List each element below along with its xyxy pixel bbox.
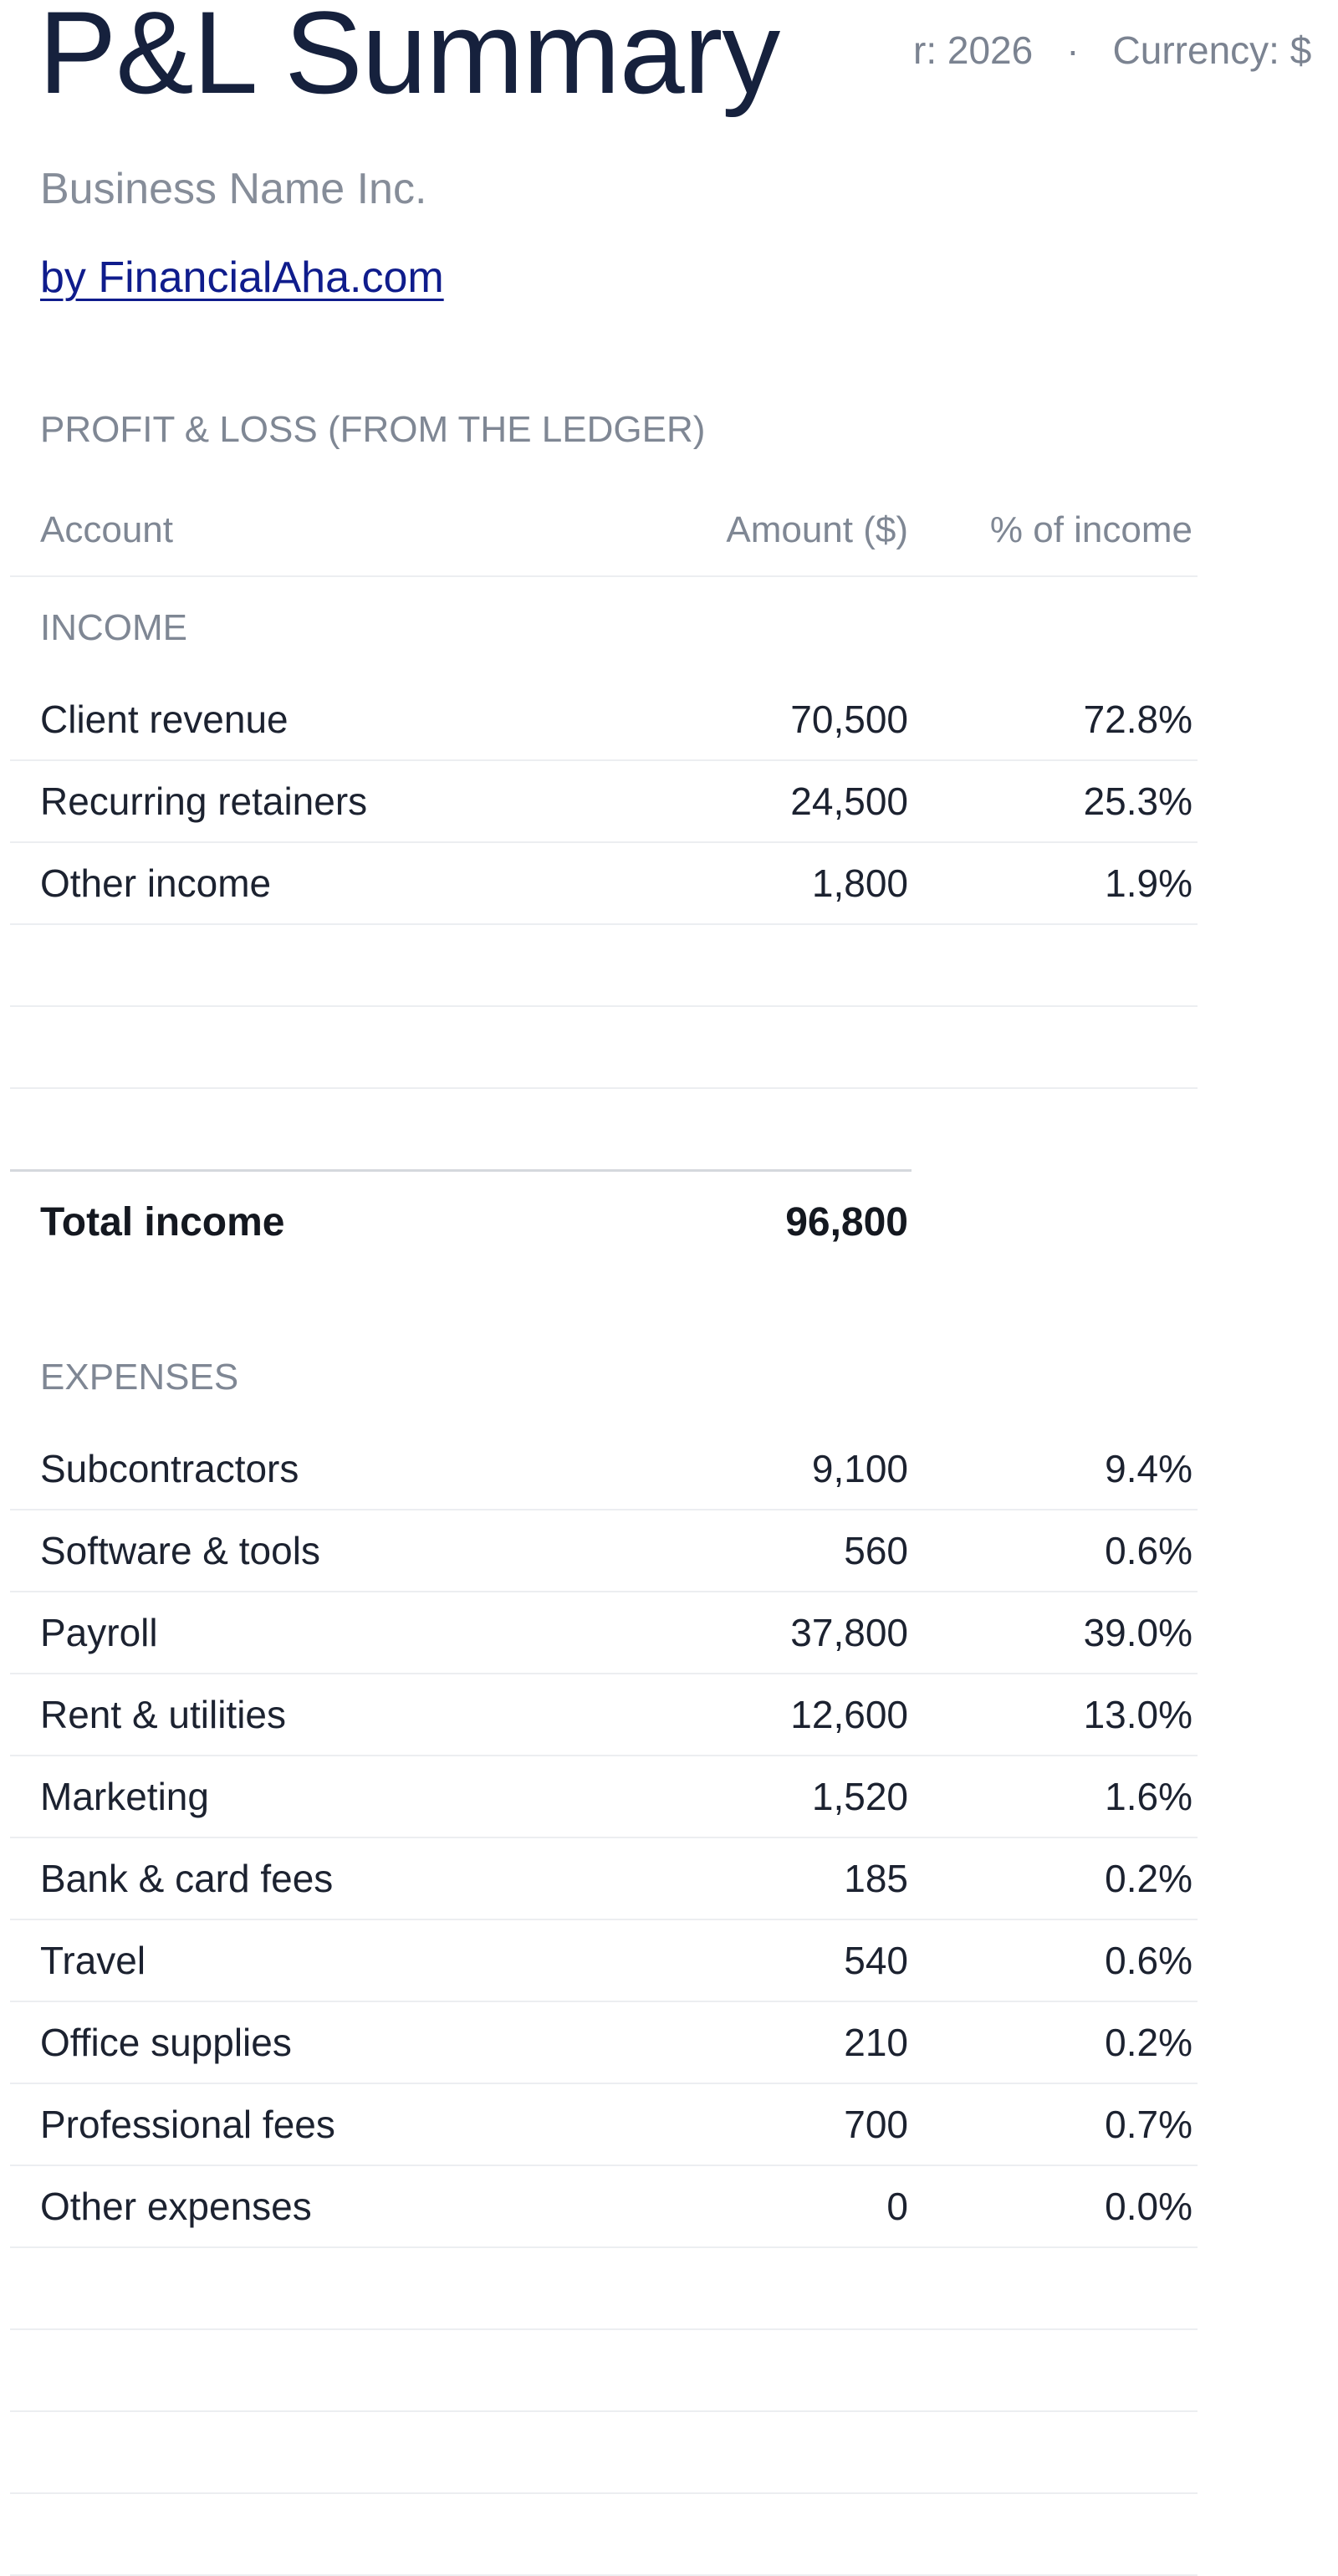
percent-cell: 0.0% [1105, 2185, 1192, 2228]
amount-cell: 560 [844, 1529, 908, 1572]
total-income-label: Total income [40, 1200, 285, 1245]
account-cell: Payroll [40, 1611, 158, 1654]
empty-row [10, 2248, 1198, 2330]
amount-cell: 1,520 [811, 1775, 908, 1818]
column-header-amount: Amount ($) [726, 509, 908, 550]
percent-cell: 0.6% [1105, 1529, 1192, 1572]
empty-row [10, 2412, 1198, 2494]
total-divider [10, 1169, 912, 1172]
byline-link[interactable]: by FinancialAha.com [40, 253, 444, 302]
account-cell: Other expenses [40, 2185, 312, 2228]
percent-cell: 72.8% [1083, 698, 1192, 741]
section-heading: PROFIT & LOSS (FROM THE LEDGER) [40, 409, 706, 450]
table-row: Marketing 1,520 1.6% [10, 1756, 1198, 1838]
amount-cell: 37,800 [790, 1611, 908, 1654]
meta-separator: · [1066, 28, 1080, 72]
table-row: Travel 540 0.6% [10, 1920, 1198, 2002]
amount-cell: 70,500 [790, 698, 908, 741]
empty-row [10, 2330, 1198, 2412]
table-row: Other income 1,800 1.9% [10, 843, 1198, 925]
percent-cell: 1.9% [1105, 861, 1192, 905]
year-label: r: 2026 [913, 28, 1034, 72]
business-name: Business Name Inc. [40, 165, 427, 213]
table-row: Office supplies 210 0.2% [10, 2002, 1198, 2084]
expenses-group-label: EXPENSES [10, 1326, 1198, 1429]
amount-cell: 210 [844, 2021, 908, 2064]
account-cell: Travel [40, 1939, 146, 1982]
percent-cell: 0.2% [1105, 1857, 1192, 1900]
table-row: Professional fees 700 0.7% [10, 2084, 1198, 2166]
percent-cell: 0.2% [1105, 2021, 1192, 2064]
page-title: P&L Summary [38, 0, 780, 118]
account-cell: Recurring retainers [40, 779, 368, 823]
income-group-label: INCOME [10, 577, 1198, 679]
empty-row [10, 2494, 1198, 2576]
amount-cell: 540 [844, 1939, 908, 1982]
account-cell: Client revenue [40, 698, 289, 741]
account-cell: Marketing [40, 1775, 209, 1818]
account-cell: Subcontractors [40, 1447, 299, 1490]
table-row: Client revenue 70,500 72.8% [10, 679, 1198, 761]
percent-cell: 1.6% [1105, 1775, 1192, 1818]
amount-cell: 12,600 [790, 1693, 908, 1736]
column-header-account: Account [40, 509, 173, 550]
report-meta: r: 2026 · Currency: $ [913, 27, 1311, 74]
account-cell: Office supplies [40, 2021, 292, 2064]
percent-cell: 0.7% [1105, 2103, 1192, 2146]
pl-table: Account Amount ($) % of income INCOME Cl… [10, 490, 1198, 2576]
table-row: Rent & utilities 12,600 13.0% [10, 1674, 1198, 1756]
account-cell: Rent & utilities [40, 1693, 287, 1736]
column-header-percent: % of income [989, 509, 1192, 550]
amount-cell: 185 [844, 1857, 908, 1900]
table-row: Payroll 37,800 39.0% [10, 1592, 1198, 1674]
table-row: Subcontractors 9,100 9.4% [10, 1429, 1198, 1510]
empty-row [10, 1089, 1198, 1169]
total-income-row: Total income 96,800 [10, 1169, 1198, 1276]
percent-cell: 13.0% [1083, 1693, 1192, 1736]
total-income-amount: 96,800 [785, 1200, 908, 1245]
currency-label: Currency: $ [1112, 28, 1312, 72]
amount-cell: 700 [844, 2103, 908, 2146]
amount-cell: 1,800 [811, 861, 908, 905]
percent-cell: 0.6% [1105, 1939, 1192, 1982]
amount-cell: 0 [886, 2185, 908, 2228]
table-header-row: Account Amount ($) % of income [10, 490, 1198, 577]
percent-cell: 39.0% [1083, 1611, 1192, 1654]
table-row: Bank & card fees 185 0.2% [10, 1838, 1198, 1920]
account-cell: Other income [40, 861, 272, 905]
table-row: Recurring retainers 24,500 25.3% [10, 761, 1198, 843]
account-cell: Software & tools [40, 1529, 320, 1572]
percent-cell: 25.3% [1083, 779, 1192, 823]
empty-row [10, 1007, 1198, 1089]
income-heading: INCOME [40, 607, 187, 648]
empty-row [10, 925, 1198, 1007]
account-cell: Bank & card fees [40, 1857, 334, 1900]
section-spacer [10, 1276, 1198, 1326]
account-cell: Professional fees [40, 2103, 335, 2146]
expenses-heading: EXPENSES [40, 1357, 239, 1398]
percent-cell: 9.4% [1105, 1447, 1192, 1490]
amount-cell: 9,100 [811, 1447, 908, 1490]
table-row: Software & tools 560 0.6% [10, 1510, 1198, 1592]
amount-cell: 24,500 [790, 779, 908, 823]
table-row: Other expenses 0 0.0% [10, 2166, 1198, 2248]
